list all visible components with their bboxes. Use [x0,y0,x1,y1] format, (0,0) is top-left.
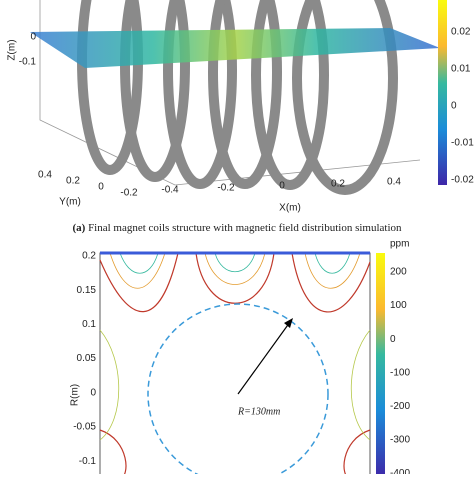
y-label: Y(m) [59,197,81,208]
colorbar-tick-label: -0.01 [451,138,474,149]
r-tick-label: 0.1 [82,319,96,330]
r-tick-label: -0.05 [73,422,96,433]
x-tick-label: -0.2 [217,183,235,194]
z-tick-label: 0 [30,32,36,43]
radius-arrow [237,321,291,395]
x-tick-label: 0.4 [387,177,401,188]
colorbar-unit: ppm [390,239,409,250]
colorbar-tick-label: -0.02 [451,175,474,186]
colorbar [438,0,447,185]
contour-plot [99,251,385,479]
x-label: X(m) [279,203,301,214]
colorbar-tick-label: 100 [390,300,407,311]
field-plane [30,28,440,68]
r-tick-label: 0.2 [82,251,96,262]
x-tick-label: 0 [279,181,285,192]
colorbar-tick-label: -300 [390,435,410,446]
colorbar-tick-label: 0 [390,334,396,345]
r-tick-label: 0 [90,387,96,398]
colorbar-tick-label: 0.01 [451,64,471,75]
r-label: R(m) [70,384,81,406]
plot-3d [30,0,447,195]
x-tick-label: 0.2 [331,179,345,190]
region-circle [147,303,329,479]
y-tick-label: -0.2 [120,188,138,199]
x-tick-label: -0.4 [161,185,179,196]
caption: (a) Final magnet coils structure with ma… [72,222,402,234]
colorbar [376,253,385,478]
y-tick-label: 0.2 [66,176,80,187]
y-tick-label: 0 [98,182,104,193]
z-tick-label: -0.1 [19,57,37,68]
z-label: Z(m) [7,39,18,60]
axis-box [39,0,421,186]
colorbar-tick-label: 0 [451,101,457,112]
caption-tag: (a) [72,222,85,234]
colorbar-tick-label: -200 [390,401,410,412]
r-tick-label: 0.15 [77,285,97,296]
r-tick-label: 0.05 [77,353,97,364]
colorbar-tick-label: 200 [390,267,407,278]
y-tick-label: 0.4 [38,170,52,181]
annotation: R=130mm [237,406,280,417]
arrow-head [284,318,293,328]
caption-text: Final magnet coils structure with magnet… [88,222,402,234]
colorbar-tick-label: 0.02 [451,27,471,38]
colorbar-tick-label: -400 [390,468,410,474]
contours [99,251,371,479]
r-tick-label: -0.1 [79,456,97,467]
colorbar-tick-label: -100 [390,367,410,378]
